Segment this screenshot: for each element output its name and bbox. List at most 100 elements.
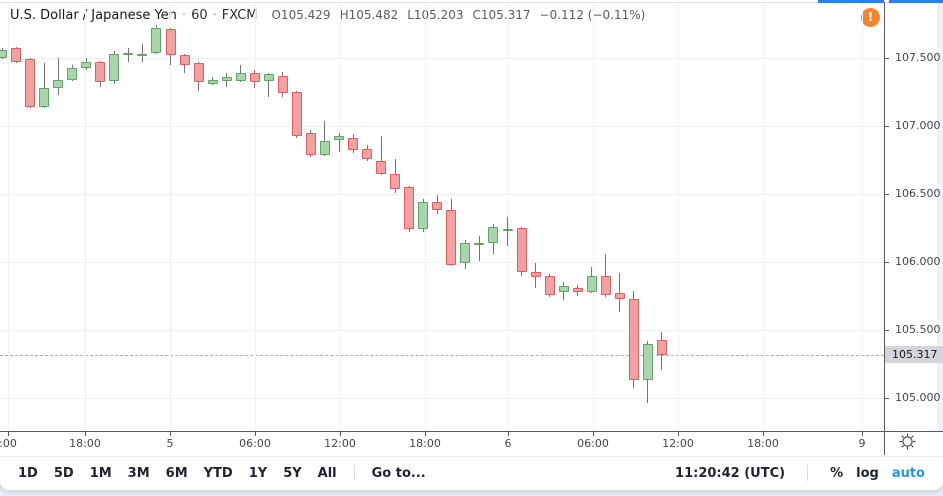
- candle-body: [319, 140, 330, 155]
- gridline-vertical: [170, 3, 171, 431]
- range-button-all[interactable]: All: [317, 465, 337, 481]
- gridline-horizontal: [0, 330, 884, 331]
- time-axis-tick: [8, 431, 9, 436]
- range-button-5y[interactable]: 5Y: [283, 465, 302, 481]
- interval-label[interactable]: 60: [191, 8, 208, 23]
- ohlc-high: H105.482: [339, 8, 399, 22]
- candle-body: [0, 49, 7, 58]
- candle-body: [432, 202, 443, 211]
- gridline-horizontal: [0, 126, 884, 127]
- price-axis-tick: [884, 126, 889, 127]
- gridline-vertical: [862, 3, 863, 431]
- time-tick-label: 18:00: [69, 437, 101, 450]
- time-tick-label: 12:00: [662, 437, 694, 450]
- gridline-horizontal: [0, 194, 884, 195]
- price-axis-tick: [884, 262, 889, 263]
- range-button-1y[interactable]: 1Y: [248, 465, 268, 481]
- candle-body: [137, 53, 148, 56]
- time-axis-tick: [763, 431, 764, 436]
- price-tick-label: 106.000: [895, 255, 941, 268]
- candle-wick: [141, 44, 143, 63]
- time-tick-label: 18:00: [409, 437, 441, 450]
- ohlc-change: −0.112 (−0.11%): [539, 8, 646, 22]
- gridline-horizontal: [0, 58, 884, 59]
- price-axis-tick: [884, 194, 889, 195]
- candle-body: [109, 53, 120, 82]
- gridline-vertical: [763, 3, 764, 431]
- clock-utc[interactable]: 11:20:42 (UTC): [675, 465, 786, 481]
- auto-scale-button[interactable]: auto: [891, 465, 925, 481]
- candle-body: [516, 228, 527, 272]
- last-price-line: [0, 354, 884, 356]
- price-axis-tick: [884, 58, 889, 59]
- goto-date-button[interactable]: Go to...: [371, 465, 426, 481]
- settings-gear-icon[interactable]: [899, 433, 916, 450]
- toolbar-divider: [807, 465, 809, 481]
- candle-body: [53, 79, 64, 88]
- candle-body: [291, 92, 302, 136]
- candle-body: [572, 287, 583, 292]
- time-axis-tick: [255, 431, 256, 436]
- time-tick-label: 5: [166, 437, 174, 450]
- range-button-5d[interactable]: 5D: [53, 465, 74, 481]
- range-button-3m[interactable]: 3M: [127, 465, 150, 481]
- price-axis[interactable]: [885, 3, 943, 431]
- candle-body: [656, 339, 667, 355]
- time-axis-tick: [593, 431, 594, 436]
- price-tick-label: 105.000: [895, 391, 941, 404]
- candle-body: [95, 62, 106, 83]
- time-axis-tick: [862, 431, 863, 436]
- gridline-horizontal: [0, 262, 884, 263]
- range-button-1m[interactable]: 1M: [89, 465, 112, 481]
- candle-body: [600, 275, 611, 295]
- gridline-vertical: [678, 3, 679, 431]
- candle-wick: [380, 135, 382, 175]
- ohlc-open: O105.429: [271, 8, 331, 22]
- candle-body: [348, 138, 359, 151]
- candle-body: [221, 77, 232, 82]
- time-tick-label: 9: [858, 437, 866, 450]
- candle-body: [207, 79, 218, 84]
- candle-body: [123, 52, 134, 56]
- candle-wick: [127, 48, 129, 63]
- candle-body: [263, 74, 274, 82]
- candle-body: [586, 275, 597, 292]
- candle-wick: [43, 63, 45, 109]
- candle-body: [642, 343, 653, 381]
- chart-pane[interactable]: [0, 3, 884, 431]
- top-progress-bar: [818, 0, 884, 3]
- candle-body: [460, 242, 471, 264]
- scrollbar-gutter: [937, 3, 943, 431]
- gridline-vertical: [508, 3, 509, 431]
- range-button-6m[interactable]: 6M: [165, 465, 188, 481]
- candle-body: [249, 72, 260, 83]
- candle-body: [25, 59, 36, 107]
- gridline-vertical: [8, 3, 9, 431]
- candle-body: [502, 229, 513, 232]
- ohlc-close: C105.317: [472, 8, 531, 22]
- candle-body: [558, 286, 569, 292]
- candle-body: [404, 187, 415, 230]
- time-axis-tick: [85, 431, 86, 436]
- candle-wick: [57, 58, 59, 95]
- candle-body: [376, 161, 387, 174]
- log-scale-button[interactable]: log: [856, 465, 879, 481]
- alert-warning-icon[interactable]: !: [861, 8, 880, 27]
- time-axis-border: [0, 431, 943, 432]
- percent-scale-button[interactable]: %: [830, 465, 844, 481]
- time-tick-label: 06:00: [577, 437, 609, 450]
- time-tick-label: 12:00: [324, 437, 356, 450]
- legend: U.S. Dollar / Japanese Yen · 60 · FXCM O…: [10, 8, 645, 23]
- price-tick-label: 107.000: [895, 119, 941, 132]
- candle-body: [614, 293, 625, 299]
- time-tick-label: 6: [504, 437, 512, 450]
- time-tick-label: 06:00: [239, 437, 271, 450]
- range-button-1d[interactable]: 1D: [18, 465, 38, 481]
- gridline-horizontal: [0, 398, 884, 399]
- candle-wick: [507, 217, 509, 246]
- separator-dot: ·: [181, 8, 187, 23]
- range-button-ytd[interactable]: YTD: [203, 465, 233, 481]
- candle-body: [235, 72, 246, 82]
- candle-wick: [605, 253, 607, 298]
- symbol-title[interactable]: U.S. Dollar / Japanese Yen: [10, 8, 177, 23]
